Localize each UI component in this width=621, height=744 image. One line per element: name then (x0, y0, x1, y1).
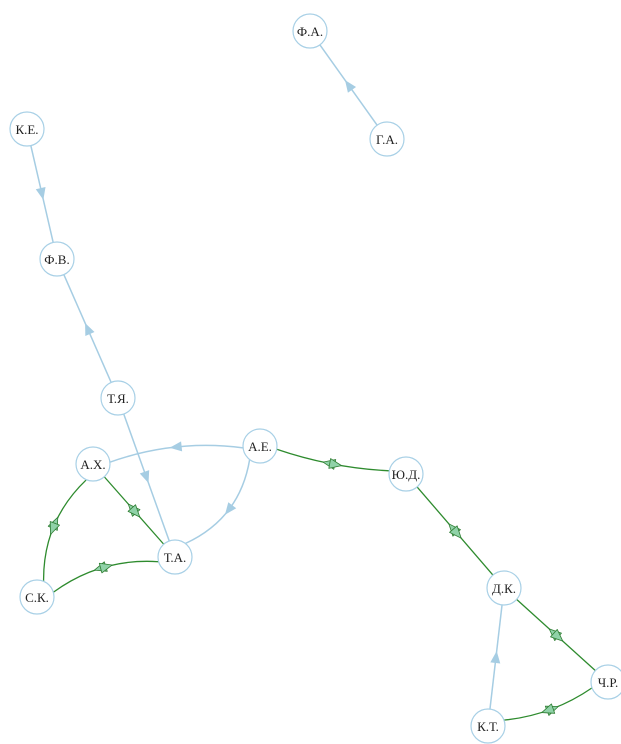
arrowhead-ae-yud-forward (328, 458, 342, 469)
arrowhead-ga-fa (345, 80, 357, 93)
node-label: Ю.Д. (392, 467, 421, 482)
node-label: С.К. (25, 590, 49, 605)
node-label: Ф.В. (44, 252, 69, 267)
arrowhead-ae-ax (169, 441, 183, 452)
node-circle (39, 241, 75, 277)
node-ta[interactable]: Т.А. (157, 539, 193, 575)
node-circle (19, 579, 55, 615)
node-fv[interactable]: Ф.В. (39, 241, 75, 277)
node-kt[interactable]: К.Т. (470, 708, 506, 744)
arrowhead-ax-sk-forward (49, 521, 60, 535)
node-dk[interactable]: Д.К. (486, 570, 522, 606)
node-label: Г.А. (376, 132, 398, 147)
node-ke[interactable]: К.Е. (9, 111, 45, 147)
node-circle (157, 539, 193, 575)
node-label: Ф.А. (297, 24, 323, 39)
arrowhead-chr-kt-forward (541, 703, 556, 714)
arrowhead-tya-ta (139, 470, 150, 484)
node-circle (100, 380, 136, 416)
node-sk[interactable]: С.К. (19, 579, 55, 615)
node-circle (369, 121, 405, 157)
node-circle (486, 570, 522, 606)
node-circle (388, 456, 424, 492)
nodes-layer: Ф.А. Г.А. К.Е. Ф.В. Т.Я. А.Е. А.Х. Ю.Д. Т.А. С.К.… (9, 13, 621, 744)
node-label: К.Е. (15, 122, 38, 137)
node-circle (9, 111, 45, 147)
arrowheads-layer (35, 80, 564, 716)
edge-ae-ta (185, 459, 251, 545)
node-ax[interactable]: А.Х. (75, 446, 111, 482)
node-tya[interactable]: Т.Я. (100, 380, 136, 416)
node-circle (590, 664, 621, 700)
arrowhead-dk-chr-forward (550, 629, 564, 642)
node-label: А.Е. (248, 439, 272, 454)
node-label: Д.К. (492, 581, 516, 596)
node-ae[interactable]: А.Е. (242, 428, 278, 464)
node-fa[interactable]: Ф.А. (292, 13, 328, 49)
node-label: Ч.Р. (598, 675, 619, 690)
arrowhead-kt-dk (490, 651, 501, 664)
node-label: К.Т. (477, 719, 499, 734)
node-circle (75, 446, 111, 482)
node-circle (470, 708, 506, 744)
node-label: Т.А. (164, 550, 187, 565)
arrowhead-tya-fv (85, 323, 95, 337)
node-label: Т.Я. (107, 391, 129, 406)
arrowhead-ae-ta (224, 502, 237, 515)
node-yud[interactable]: Ю.Д. (388, 456, 424, 492)
arrowhead-ax-ta-forward (127, 504, 141, 518)
arrowhead-sk-ta-forward (98, 562, 113, 574)
node-chr[interactable]: Ч.Р. (590, 664, 621, 700)
arrowhead-yud-dk-forward (449, 525, 462, 539)
arrowhead-ke-fv (35, 187, 46, 200)
node-circle (242, 428, 278, 464)
edge-chr-kt (503, 687, 593, 721)
node-label: А.Х. (80, 457, 105, 472)
node-ga[interactable]: Г.А. (369, 121, 405, 157)
node-circle (292, 13, 328, 49)
edge-ax-sk (42, 479, 87, 582)
